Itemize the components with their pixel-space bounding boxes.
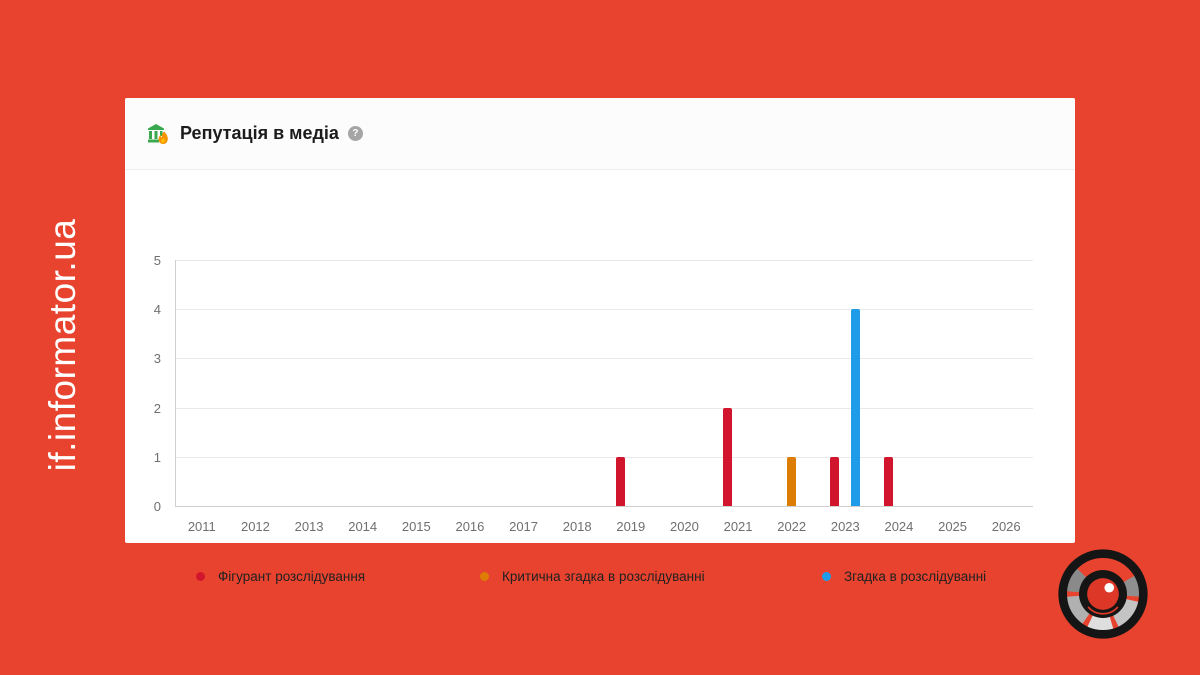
bar-2023-series1[interactable] (830, 456, 840, 506)
x-axis-label-2018: 2018 (562, 519, 592, 534)
gridline-1 (175, 456, 1033, 458)
x-axis-label-2022: 2022 (777, 519, 807, 534)
x-axis-label-2019: 2019 (616, 519, 646, 534)
x-axis-label-2013: 2013 (294, 519, 324, 534)
x-axis-label-2015: 2015 (401, 519, 431, 534)
x-axis-label-2016: 2016 (455, 519, 485, 534)
bar-chart: 0 1 2 3 4 5 2011 2012 2013 2014 2015 2016 2017 2018 20… (125, 170, 1075, 584)
legend-dot-series3 (822, 571, 831, 581)
legend-label-series2: Критична згадка в розслідуванні (502, 568, 705, 584)
gridline-5 (175, 260, 1033, 261)
help-icon[interactable]: ? (347, 126, 363, 141)
x-axis-label-2012: 2012 (240, 519, 270, 534)
legend-item-series2[interactable]: Критична згадка в розслідуванні (480, 567, 705, 585)
bar-2023-series3[interactable] (851, 309, 861, 506)
y-axis-label-0: 0 (153, 499, 161, 514)
x-axis-label-2023: 2023 (830, 519, 860, 534)
bar-2019-series1[interactable] (615, 456, 625, 506)
gridline-2 (175, 407, 1033, 409)
bar-2022-series2[interactable] (787, 456, 797, 506)
help-icon-glyph: ? (352, 128, 359, 139)
x-axis-label-2020: 2020 (669, 519, 699, 534)
y-axis-label-5: 5 (153, 253, 161, 268)
card-title: Репутація в медіа (180, 123, 339, 143)
legend-dot-series1 (196, 571, 205, 581)
informator-eye-logo (1055, 546, 1151, 642)
legend-label-series1: Фігурант розслідування (218, 568, 366, 584)
x-axis-label-2017: 2017 (509, 519, 539, 534)
bar-2021-series1[interactable] (723, 407, 733, 506)
legend-item-series3[interactable]: Згадка в розслідуванні (822, 567, 986, 585)
gridline-4 (175, 309, 1033, 311)
x-axis-line (175, 506, 1033, 507)
x-axis-label-2021: 2021 (723, 519, 753, 534)
y-axis-label-4: 4 (153, 302, 161, 318)
card-header: Репутація в медіа ? (125, 98, 1075, 170)
legend-label-series3: Згадка в розслідуванні (844, 568, 987, 584)
x-axis-label-2024: 2024 (884, 519, 914, 534)
x-axis-label-2014: 2014 (348, 519, 378, 534)
y-axis-label-1: 1 (153, 449, 161, 465)
watermark-vertical-text: if.informator.ua (42, 218, 83, 472)
y-axis-label-3: 3 (153, 351, 161, 367)
gridline-3 (175, 358, 1033, 360)
x-axis-label-2025: 2025 (938, 519, 968, 534)
y-axis-label-2: 2 (153, 400, 161, 416)
legend-dot-series2 (480, 571, 489, 581)
legend-item-series1[interactable]: Фігурант розслідування (196, 567, 365, 585)
x-axis-label-2011: 2011 (187, 519, 216, 534)
media-reputation-card: Репутація в медіа ? 0 1 2 3 4 5 2011 2012 2013 20… (125, 98, 1075, 584)
x-axis-label-2026: 2026 (991, 519, 1021, 534)
bar-2024-series1[interactable] (883, 456, 893, 506)
y-axis-line (175, 260, 176, 506)
bank-flame-icon (147, 122, 171, 146)
